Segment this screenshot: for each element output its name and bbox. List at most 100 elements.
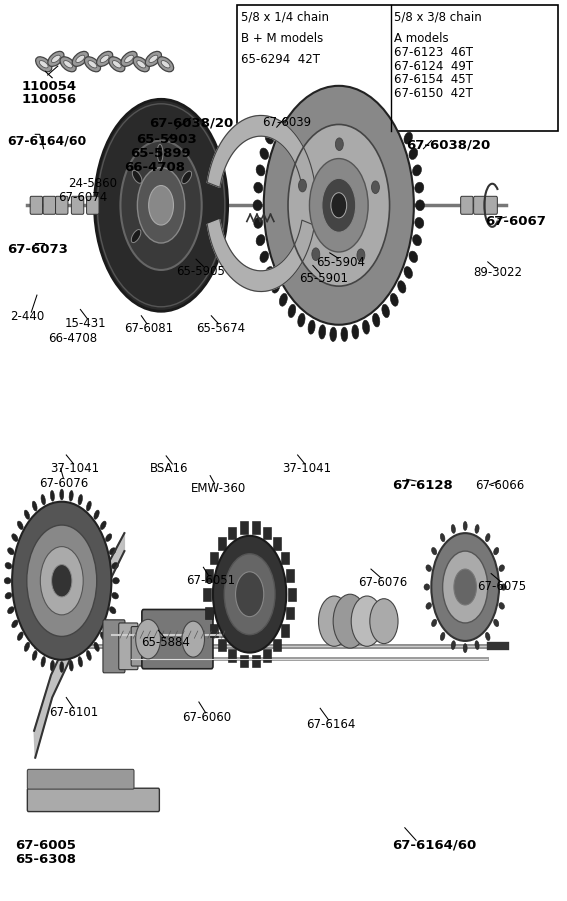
Circle shape (182, 621, 205, 657)
Text: 37-1041: 37-1041 (282, 462, 331, 475)
Text: 67-6074: 67-6074 (58, 191, 107, 204)
Ellipse shape (298, 84, 305, 97)
Ellipse shape (112, 562, 119, 569)
FancyBboxPatch shape (27, 788, 159, 812)
Ellipse shape (69, 660, 73, 671)
Ellipse shape (39, 60, 48, 68)
Ellipse shape (390, 294, 398, 306)
Ellipse shape (254, 182, 263, 193)
Text: 67-6128: 67-6128 (392, 479, 453, 492)
Text: 89-3022: 89-3022 (473, 267, 522, 279)
Ellipse shape (397, 281, 406, 293)
Bar (252, 655, 260, 667)
Text: 67-6101: 67-6101 (49, 706, 99, 720)
Ellipse shape (272, 281, 280, 293)
Ellipse shape (96, 51, 113, 67)
Ellipse shape (499, 565, 505, 571)
Ellipse shape (341, 327, 348, 341)
Circle shape (40, 547, 83, 614)
Text: 65-5674: 65-5674 (196, 322, 245, 335)
Text: 67-6164/60: 67-6164/60 (7, 134, 86, 148)
Ellipse shape (413, 234, 421, 246)
Text: 67-6060: 67-6060 (182, 711, 231, 724)
Text: 67-6164/60: 67-6164/60 (392, 839, 477, 851)
Text: 67-6005: 67-6005 (15, 840, 77, 852)
Text: 65-5903: 65-5903 (136, 132, 196, 146)
Ellipse shape (341, 69, 348, 84)
Text: 66-4708: 66-4708 (48, 332, 97, 345)
Ellipse shape (5, 593, 12, 599)
Ellipse shape (182, 171, 192, 184)
Ellipse shape (280, 105, 287, 117)
Bar (263, 650, 271, 661)
FancyBboxPatch shape (119, 623, 138, 669)
Ellipse shape (494, 619, 499, 626)
Circle shape (120, 141, 202, 270)
Ellipse shape (288, 93, 296, 106)
Ellipse shape (132, 170, 142, 183)
Ellipse shape (32, 651, 37, 660)
Text: 65-6294  42T: 65-6294 42T (241, 53, 320, 67)
Ellipse shape (84, 57, 100, 72)
Text: 110056: 110056 (21, 93, 77, 106)
Ellipse shape (50, 490, 54, 501)
Bar (273, 639, 281, 651)
Bar (263, 527, 271, 539)
Text: 5/8 x 3/8 chain: 5/8 x 3/8 chain (394, 11, 482, 23)
Circle shape (95, 99, 227, 311)
Text: 67-6066: 67-6066 (475, 479, 524, 492)
Text: A models: A models (394, 32, 448, 45)
Ellipse shape (12, 533, 18, 542)
Text: 65-5884: 65-5884 (141, 636, 190, 650)
Ellipse shape (76, 55, 84, 62)
Ellipse shape (145, 51, 162, 67)
Circle shape (312, 248, 320, 260)
Bar (281, 551, 289, 564)
Circle shape (370, 598, 398, 643)
Text: 67-6038/20: 67-6038/20 (407, 139, 491, 151)
Ellipse shape (362, 77, 370, 90)
Circle shape (331, 193, 346, 218)
Circle shape (213, 536, 286, 652)
Ellipse shape (265, 267, 274, 278)
Ellipse shape (86, 501, 91, 511)
Ellipse shape (32, 501, 37, 511)
Ellipse shape (86, 651, 91, 660)
Ellipse shape (125, 55, 133, 62)
Ellipse shape (404, 267, 412, 278)
Text: 65-5904: 65-5904 (316, 257, 365, 269)
Text: 2-440: 2-440 (10, 310, 44, 323)
Circle shape (264, 86, 414, 324)
Bar (210, 551, 218, 564)
Ellipse shape (94, 642, 99, 651)
Ellipse shape (109, 606, 116, 614)
Ellipse shape (319, 71, 325, 86)
Ellipse shape (60, 661, 64, 672)
Ellipse shape (94, 510, 99, 519)
Bar (205, 569, 213, 581)
Circle shape (137, 168, 185, 243)
FancyBboxPatch shape (460, 196, 473, 214)
Text: EMW-360: EMW-360 (191, 482, 246, 495)
Ellipse shape (485, 633, 490, 641)
Text: 65-6308: 65-6308 (15, 853, 77, 866)
Bar (218, 537, 226, 550)
Ellipse shape (41, 657, 45, 667)
Ellipse shape (441, 633, 445, 641)
Circle shape (136, 619, 160, 659)
Text: 67-6075: 67-6075 (477, 580, 526, 593)
Text: 67-6076: 67-6076 (39, 477, 88, 489)
Ellipse shape (415, 217, 424, 228)
Text: 67-6150  42T: 67-6150 42T (394, 86, 473, 100)
Ellipse shape (157, 144, 163, 162)
Ellipse shape (24, 642, 29, 651)
Ellipse shape (397, 117, 406, 130)
FancyBboxPatch shape (71, 196, 84, 214)
Bar (228, 650, 236, 661)
Ellipse shape (330, 69, 337, 84)
FancyBboxPatch shape (27, 769, 134, 789)
FancyBboxPatch shape (485, 196, 497, 214)
Ellipse shape (451, 524, 455, 533)
Text: 65-5905: 65-5905 (176, 265, 225, 278)
Ellipse shape (100, 55, 109, 62)
